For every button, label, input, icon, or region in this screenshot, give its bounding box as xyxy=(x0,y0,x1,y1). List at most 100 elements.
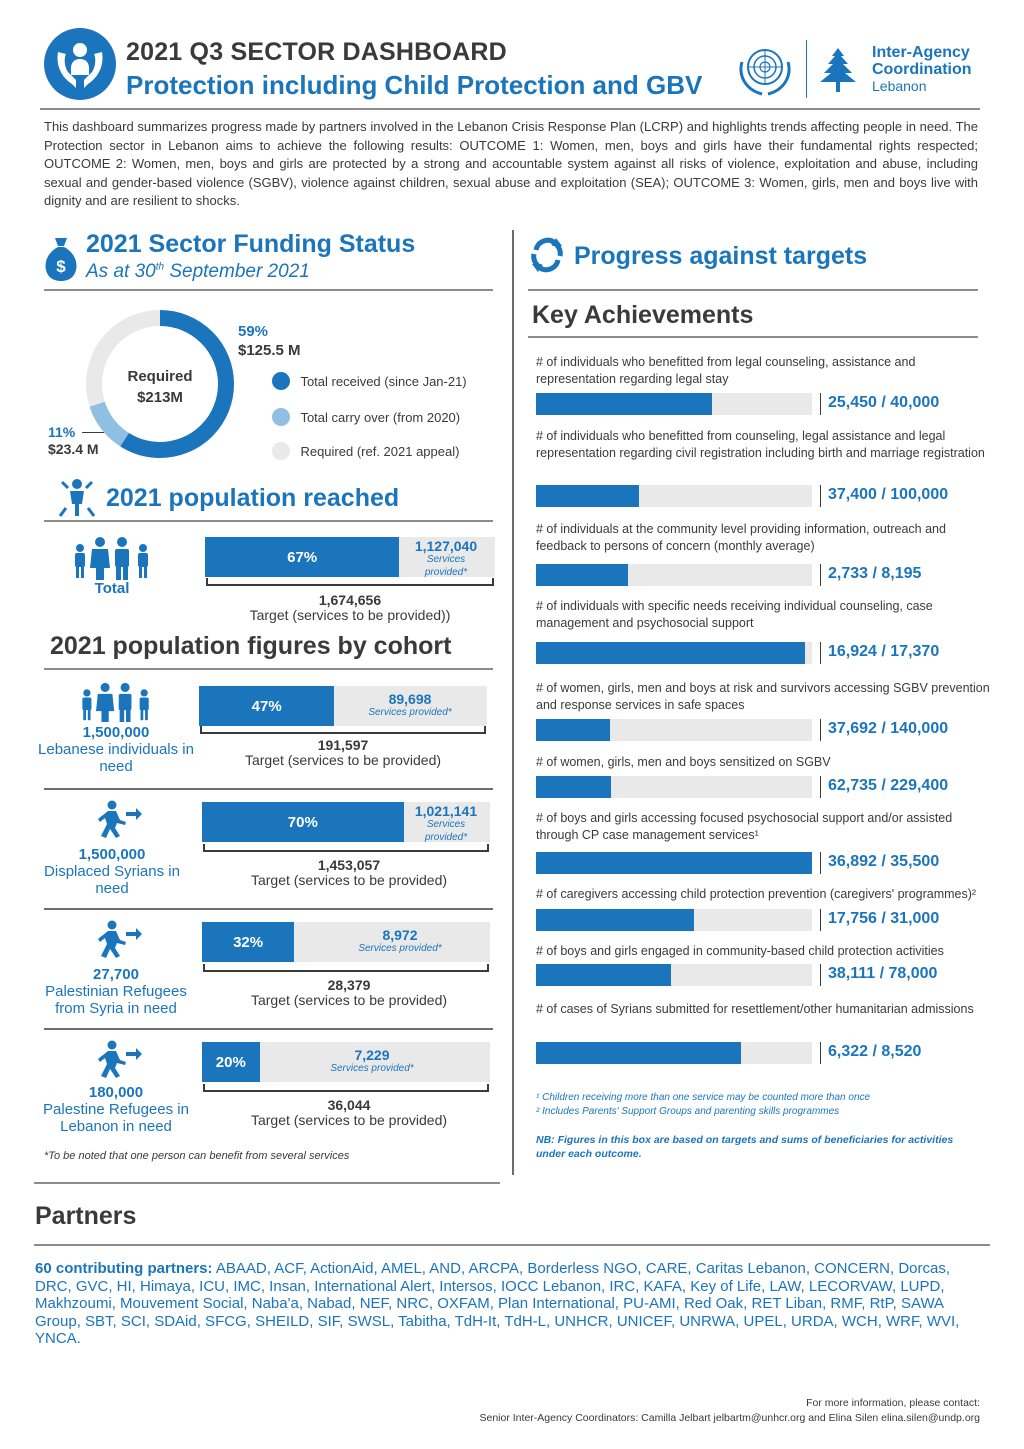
cohort-prs-fill: 32% xyxy=(202,922,295,962)
progress-cycle-icon xyxy=(528,236,566,279)
footnote-2: ² Includes Parents' Support Groups and p… xyxy=(536,1106,840,1117)
cohort-footnote: *To be noted that one person can benefit… xyxy=(44,1150,350,1162)
logo-divider xyxy=(806,40,807,98)
achievement-label: # of boys and girls engaged in community… xyxy=(536,944,944,958)
achievement-bar-fill xyxy=(536,852,812,874)
footnote-1: ¹ Children receiving more than one servi… xyxy=(536,1092,871,1103)
achievement-bar-fill xyxy=(536,909,695,931)
cohort-prs-target: 28,379 Target (services to be provided) xyxy=(250,977,448,1008)
achievement-target-tick xyxy=(820,776,821,798)
cohort-prl-fill: 20% xyxy=(202,1042,260,1082)
achievement-bar-fill xyxy=(536,964,671,986)
partners-rule xyxy=(34,1244,990,1246)
achievement-bar-fill xyxy=(536,485,640,507)
funding-rule xyxy=(44,289,493,291)
achievement-value: 6,322 / 8,520 xyxy=(828,1043,922,1060)
dashboard-subtitle: Protection including Child Protection an… xyxy=(126,70,703,100)
dashboard-title: 2021 Q3 SECTOR DASHBOARD xyxy=(126,38,507,66)
person-reach-icon xyxy=(56,476,98,523)
key-achievements-title: Key Achievements xyxy=(532,301,754,329)
funding-donut-chart xyxy=(80,304,240,469)
cohort-lebanese-fill: 47% xyxy=(199,686,335,726)
legend-received: Total received (since Jan-21) xyxy=(272,372,467,390)
cohort-prs-value: 8,972 Services provided* xyxy=(358,927,442,954)
funding-subtitle: As at 30th September 2021 xyxy=(86,261,310,282)
cohort-rule xyxy=(44,668,493,670)
achievement-label: # of individuals who benefitted from cou… xyxy=(536,429,985,460)
achievement-label: # of individuals with specific needs rec… xyxy=(536,599,933,630)
progress-title: Progress against targets xyxy=(574,242,868,270)
achievement-bar xyxy=(536,564,812,586)
achievement-bar xyxy=(536,964,812,986)
achievement-value: 38,111 / 78,000 xyxy=(828,965,938,982)
achievement-value: 17,756 / 31,000 xyxy=(828,910,940,927)
achievement-target-tick xyxy=(820,909,821,931)
achievement-target-tick xyxy=(820,564,821,586)
achievement-bar xyxy=(536,1042,812,1064)
required-total: Required $213M xyxy=(127,368,193,406)
legend-required: Required (ref. 2021 appeal) xyxy=(272,442,459,460)
cohort-lebanese-value: 89,698 Services provided* xyxy=(368,691,452,718)
un-emblem-icon xyxy=(732,42,798,98)
intro-paragraph: This dashboard summarizes progress made … xyxy=(44,119,978,208)
progress-rule xyxy=(528,289,978,291)
achievement-bar xyxy=(536,485,812,507)
achievement-bar xyxy=(536,852,812,874)
legend-swatch-required xyxy=(272,442,290,460)
cohort-separator xyxy=(44,788,493,790)
contact-info: For more information, please contact: Se… xyxy=(479,1397,981,1424)
achievement-bar xyxy=(536,776,812,798)
carryover-callout: 11% $23.4 M xyxy=(48,424,99,457)
displaced-person-icon xyxy=(96,1040,142,1083)
achievement-bar-fill xyxy=(536,393,712,415)
partners-title: Partners xyxy=(35,1202,137,1230)
achievement-label: # of boys and girls accessing focused ps… xyxy=(536,811,953,842)
achievement-label: # of women, girls, men and boys sensitiz… xyxy=(536,755,831,769)
achievement-label: # of women, girls, men and boys at risk … xyxy=(536,681,990,712)
cohort-prl-label: 180,000 Palestine Refugees in Lebanon in … xyxy=(43,1084,189,1135)
achievement-bar xyxy=(536,642,812,664)
funding-title: 2021 Sector Funding Status xyxy=(86,230,416,258)
key-achievements-rule xyxy=(528,336,978,338)
total-progress-bar: 67% xyxy=(205,537,495,577)
achievement-value: 16,924 / 17,370 xyxy=(828,643,940,660)
achievement-bar-fill xyxy=(536,564,628,586)
cohort-separator xyxy=(44,908,493,910)
achievement-target-tick xyxy=(820,964,821,986)
cohort-prs-bar: 32% xyxy=(202,922,490,962)
achievement-bar-fill xyxy=(536,719,611,741)
total-target-bracket xyxy=(206,578,494,586)
cohort-syrians-fill: 70% xyxy=(202,802,404,842)
achievement-value: 37,400 / 100,000 xyxy=(828,486,949,503)
cohort-separator xyxy=(44,1028,493,1030)
cedar-tree-icon xyxy=(812,44,864,96)
family-icon xyxy=(74,682,158,727)
achievement-bar-fill xyxy=(536,642,805,664)
received-callout: 59% $125.5 M xyxy=(238,323,301,359)
legend-swatch-carryover xyxy=(272,408,290,426)
cohort-lebanese-target: 191,597 Target (services to be provided) xyxy=(244,737,442,768)
achievement-target-tick xyxy=(820,852,821,874)
cohort-prs-bracket xyxy=(203,964,489,972)
achievement-target-tick xyxy=(820,642,821,664)
achievement-bar xyxy=(536,393,812,415)
displaced-person-icon xyxy=(96,800,142,843)
achievement-target-tick xyxy=(820,393,821,415)
total-progress-fill: 67% xyxy=(205,537,400,577)
cohort-syrians-label: 1,500,000 Displaced Syrians in need xyxy=(44,846,180,897)
money-bag-icon: $ xyxy=(44,236,78,287)
achievement-bar-fill xyxy=(536,776,612,798)
cohort-title: 2021 population figures by cohort xyxy=(50,632,452,660)
family-icon xyxy=(70,536,154,585)
achievement-label: # of individuals at the community level … xyxy=(536,522,946,553)
cohort-prl-bar: 20% xyxy=(202,1042,490,1082)
achievement-label: # of cases of Syrians submitted for rese… xyxy=(536,1002,974,1016)
achievement-value: 37,692 / 140,000 xyxy=(828,720,949,737)
cohort-lebanese-label: 1,500,000 Lebanese individuals in need xyxy=(38,724,194,775)
donut-received-slice xyxy=(86,310,234,458)
cohort-prl-value: 7,229 Services provided* xyxy=(330,1047,414,1074)
achievement-target-tick xyxy=(820,719,821,741)
achievement-label: # of individuals who benefitted from leg… xyxy=(536,355,916,386)
legend-carryover: Total carry over (from 2020) xyxy=(272,408,460,426)
column-divider xyxy=(512,230,514,1175)
